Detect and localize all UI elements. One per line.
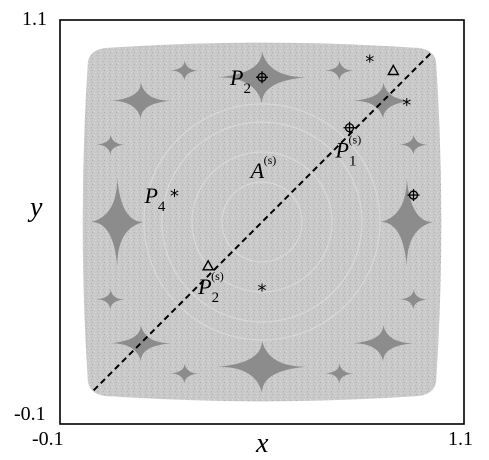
- x-axis-label: x: [256, 428, 269, 459]
- x-tick-min: -0.1: [32, 428, 64, 450]
- island-edge: [399, 289, 428, 310]
- A-annotation: A: [249, 158, 265, 183]
- A-annotation-sup: (s): [264, 153, 277, 167]
- island-corner: [110, 82, 171, 119]
- island-edge: [399, 134, 428, 155]
- P2-label-sub: 2: [243, 81, 251, 97]
- P4-marker: *: [170, 186, 179, 207]
- island-edge: [325, 363, 354, 384]
- P1s-label-sup: (s): [349, 133, 362, 147]
- island-ring: [221, 181, 303, 263]
- y-tick-max: 1.1: [22, 8, 47, 30]
- island-edge: [170, 363, 199, 384]
- ast_bottom-marker: *: [258, 280, 267, 301]
- x-tick-max: 1.1: [448, 428, 473, 450]
- tri_top-marker: [387, 64, 400, 76]
- island-ring: [191, 151, 333, 293]
- P1s-label-sub: 1: [349, 154, 357, 170]
- island-left: [91, 178, 144, 266]
- island-ring: [143, 103, 381, 341]
- y-axis-label: y: [30, 192, 43, 223]
- island-edge: [96, 134, 125, 155]
- island-edge: [325, 60, 354, 81]
- P2s-marker: [201, 259, 215, 271]
- y-tick-min: -0.1: [14, 403, 46, 425]
- island-edge: [170, 60, 199, 81]
- island-corner: [353, 82, 414, 119]
- island-ring: [161, 121, 363, 323]
- plot-frame: [59, 19, 465, 425]
- island-bottom: [218, 340, 306, 393]
- island-right: [380, 178, 433, 266]
- island-corner: [110, 325, 171, 362]
- island-corner: [353, 325, 414, 362]
- ast_top-marker: *: [365, 51, 374, 72]
- P2s-label-sup: (s): [211, 269, 224, 283]
- island-edge: [96, 289, 125, 310]
- P2s-label-sub: 2: [212, 290, 220, 306]
- ast_right-marker: *: [402, 95, 411, 116]
- P4-label-sub: 4: [158, 199, 166, 215]
